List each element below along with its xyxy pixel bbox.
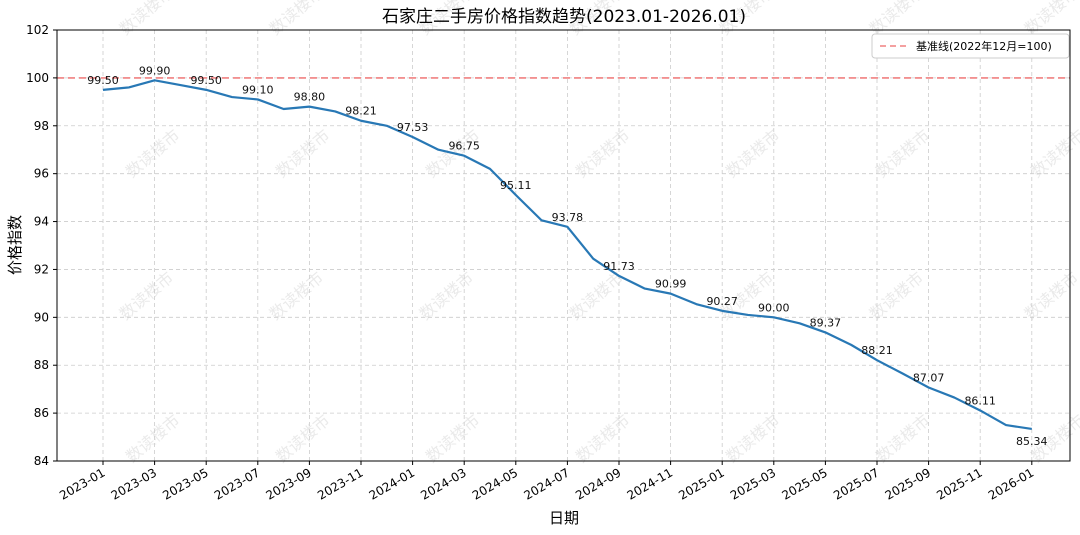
- watermark-text: 数读楼市: [266, 268, 327, 324]
- x-tick-label: 2026-01: [986, 465, 1036, 502]
- data-label: 86.11: [964, 394, 996, 407]
- watermark-text: 数读楼市: [722, 411, 783, 467]
- x-tick-label: 2024-09: [573, 465, 623, 502]
- watermark-text: 数读楼市: [422, 411, 483, 467]
- watermark-text: 数读楼市: [872, 411, 933, 467]
- watermark-text: 数读楼市: [122, 126, 183, 182]
- data-label: 97.53: [397, 121, 429, 134]
- x-tick-label: 2025-09: [883, 465, 933, 502]
- watermark-text: 数读楼市: [1021, 0, 1080, 39]
- watermark-text: 数读楼市: [572, 411, 633, 467]
- watermark-text: 数读楼市: [266, 0, 327, 39]
- data-label: 98.80: [294, 91, 326, 104]
- watermark-text: 数读楼市: [866, 268, 927, 324]
- watermark-text: 数读楼市: [116, 268, 177, 324]
- data-label: 99.10: [242, 83, 274, 96]
- data-label: 99.50: [87, 74, 119, 87]
- chart-title: 石家庄二手房价格指数趋势(2023.01-2026.01): [382, 7, 746, 27]
- data-label: 90.99: [655, 278, 687, 291]
- x-tick-label: 2025-05: [779, 465, 829, 502]
- x-axis-label: 日期: [549, 509, 579, 527]
- watermark-text: 数读楼市: [1027, 126, 1080, 182]
- x-tick-label: 2024-11: [625, 465, 675, 502]
- series-line: [102, 79, 1032, 431]
- x-tick-label: 2024-01: [367, 465, 417, 502]
- x-tick-label: 2025-11: [934, 465, 984, 502]
- y-tick-label: 92: [34, 262, 49, 276]
- y-tick-label: 90: [34, 310, 49, 324]
- data-label: 91.73: [603, 260, 635, 273]
- data-label: 87.07: [913, 371, 945, 384]
- watermark-text: 数读楼市: [272, 126, 333, 182]
- data-label: 93.78: [552, 211, 584, 224]
- watermark-text: 数读楼市: [866, 0, 927, 39]
- data-label: 90.00: [758, 301, 790, 314]
- x-tick-label: 2025-01: [676, 465, 726, 502]
- watermark-text: 数读楼市: [572, 126, 633, 182]
- grid-layer: [57, 29, 1070, 462]
- series-layer: [102, 79, 1032, 431]
- x-tick-label: 2023-11: [315, 465, 365, 502]
- x-tick-label: 2023-03: [109, 465, 159, 502]
- x-tick-label: 2023-07: [212, 465, 262, 502]
- y-tick-label: 88: [34, 358, 49, 372]
- x-tick-label: 2024-05: [470, 465, 520, 502]
- watermark-text: 数读楼市: [1021, 268, 1080, 324]
- y-tick-label: 100: [26, 71, 49, 85]
- watermark-text: 数读楼市: [116, 0, 177, 39]
- x-tick-label: 2023-01: [57, 465, 107, 502]
- y-axis-label: 价格指数: [6, 215, 24, 275]
- y-tick-label: 98: [34, 119, 49, 133]
- y-tick-label: 94: [34, 215, 49, 229]
- x-tick-label: 2025-07: [831, 465, 881, 502]
- data-label: 96.75: [448, 140, 480, 153]
- plot-frame: [56, 29, 1071, 462]
- data-label: 95.11: [500, 179, 532, 192]
- x-tick-label: 2024-07: [521, 465, 571, 502]
- data-label-layer: 99.50 99.90 99.50 99.10 98.80 98.21 97.53 96.75…: [87, 64, 1047, 448]
- legend: 基准线(2022年12月=100): [871, 33, 1070, 59]
- data-label: 85.34: [1016, 435, 1048, 448]
- x-tick-label: 2023-09: [263, 465, 313, 502]
- data-label: 90.27: [706, 295, 738, 308]
- y-tick-label: 86: [34, 406, 49, 420]
- data-label: 88.21: [861, 344, 893, 357]
- data-label: 98.21: [345, 105, 377, 118]
- watermark-text: 数读楼市: [416, 268, 477, 324]
- x-tick-label: 2023-05: [160, 465, 210, 502]
- data-label: 89.37: [810, 316, 842, 329]
- x-tick-label: 2025-03: [728, 465, 778, 502]
- data-label: 99.50: [190, 74, 222, 87]
- watermark-text: 数读楼市: [872, 126, 933, 182]
- x-tick-label: 2024-03: [418, 465, 468, 502]
- watermark-text: 数读楼市: [272, 411, 333, 467]
- legend-box: [871, 33, 1070, 59]
- y-tick-label: 102: [26, 23, 49, 37]
- data-label: 99.90: [139, 64, 171, 77]
- y-tick-label: 96: [34, 167, 49, 181]
- watermark-text: 数读楼市: [122, 411, 183, 467]
- legend-baseline-label: 基准线(2022年12月=100): [916, 39, 1052, 53]
- y-tick-label: 84: [34, 454, 49, 468]
- watermark-text: 数读楼市: [722, 126, 783, 182]
